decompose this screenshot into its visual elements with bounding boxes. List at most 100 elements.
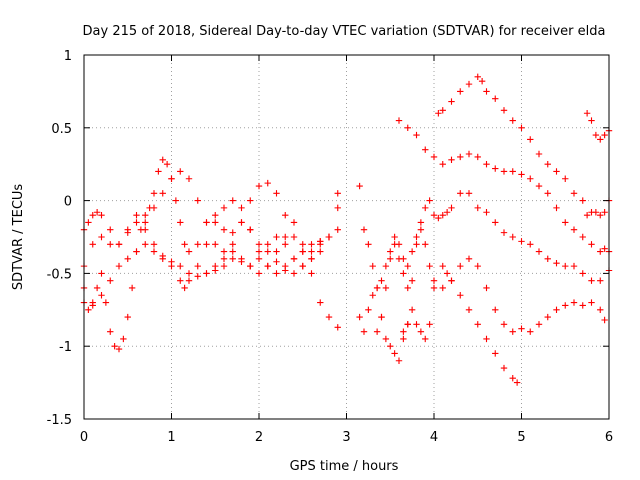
data-point (85, 219, 92, 226)
data-point (172, 197, 180, 204)
data-point (220, 248, 228, 255)
data-point (290, 270, 298, 277)
data-point (465, 150, 473, 158)
data-point (220, 226, 228, 233)
data-point (513, 379, 521, 386)
x-tick-label: 6 (605, 430, 613, 445)
data-point (264, 262, 271, 270)
data-point (492, 95, 499, 102)
x-tick-label: 3 (342, 430, 350, 445)
data-point (579, 270, 586, 277)
data-point (597, 306, 604, 313)
x-tick-label: 2 (255, 430, 263, 445)
data-point (142, 219, 149, 226)
data-point (124, 255, 131, 263)
data-point (404, 262, 411, 270)
data-point (107, 277, 114, 284)
data-point (562, 175, 569, 182)
data-point (439, 262, 446, 270)
y-axis-label: SDTVAR / TECUs (11, 184, 26, 291)
data-point (238, 219, 245, 226)
data-point (535, 182, 543, 190)
data-point (255, 255, 263, 263)
data-point (238, 258, 245, 265)
data-point (579, 233, 586, 241)
data-point (203, 270, 210, 277)
data-point (500, 229, 508, 236)
data-point (89, 302, 96, 309)
data-point (553, 168, 560, 175)
data-point (443, 209, 451, 216)
data-point (378, 277, 385, 284)
data-point (290, 219, 298, 226)
data-point (391, 350, 398, 357)
data-point (553, 260, 560, 267)
data-point (273, 270, 280, 277)
data-point (448, 156, 455, 164)
data-point (308, 241, 315, 248)
data-point (334, 226, 341, 233)
data-point (273, 258, 280, 265)
data-point (435, 214, 442, 222)
data-point (430, 284, 438, 292)
data-point (422, 146, 429, 153)
data-point (562, 219, 569, 226)
data-point (317, 248, 324, 255)
data-point (387, 248, 394, 255)
data-point (185, 270, 193, 277)
data-point (212, 262, 219, 270)
data-point (308, 270, 315, 277)
data-point (212, 211, 219, 219)
data-point (408, 306, 416, 313)
data-point (387, 343, 394, 350)
x-tick-label: 4 (430, 430, 438, 445)
y-tick-labels: -1.5 -1 -0.5 0 0.5 1 (47, 49, 72, 428)
data-point (128, 284, 136, 292)
data-point (400, 328, 407, 335)
data-point (373, 284, 381, 292)
data-point (185, 277, 193, 284)
data-point (570, 262, 578, 270)
data-point (308, 255, 315, 263)
data-point (553, 306, 560, 313)
data-point (159, 190, 166, 197)
data-point (422, 335, 429, 343)
data-point (601, 131, 608, 139)
data-point (588, 277, 595, 284)
data-point (509, 168, 516, 175)
data-point (247, 262, 254, 270)
data-point (181, 241, 188, 248)
data-point (395, 241, 403, 248)
data-point (509, 375, 516, 382)
data-point (98, 270, 105, 277)
data-point (527, 136, 534, 143)
data-point (185, 175, 193, 182)
data-point (474, 262, 481, 270)
data-point (168, 258, 175, 265)
data-point (430, 211, 438, 219)
data-point (229, 241, 236, 248)
data-point (382, 284, 390, 292)
data-point (483, 335, 490, 343)
data-point (474, 204, 481, 212)
x-axis-label: GPS time / hours (290, 459, 399, 474)
data-point (443, 270, 451, 277)
data-point (203, 241, 210, 248)
y-tick-label: 0 (64, 195, 72, 210)
data-point (369, 262, 376, 270)
x-tick-label: 1 (167, 430, 175, 445)
data-point (238, 204, 245, 212)
data-point (378, 313, 385, 321)
data-point (483, 161, 490, 168)
data-point (422, 204, 429, 212)
data-point (124, 313, 131, 321)
data-point (417, 328, 425, 335)
data-point (404, 124, 411, 131)
grid (84, 55, 609, 419)
data-point (150, 190, 158, 197)
data-point (417, 219, 425, 226)
data-point (334, 204, 341, 212)
data-point (150, 204, 158, 212)
data-point (527, 241, 534, 248)
data-point (544, 190, 551, 197)
